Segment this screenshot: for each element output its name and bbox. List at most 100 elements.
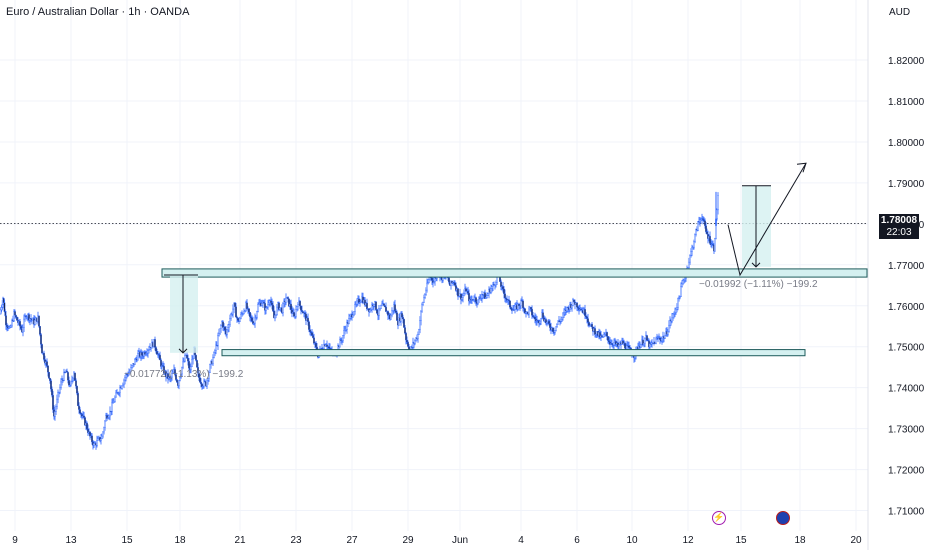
support-zone (221, 349, 806, 357)
candle-body (9, 326, 11, 329)
candle-body (485, 297, 487, 299)
candle-body (181, 366, 183, 375)
candle-body (542, 312, 544, 319)
right-measure-arrowhead (751, 262, 761, 268)
candle-body (681, 283, 683, 287)
candle-body (562, 313, 564, 319)
candle-body (51, 388, 53, 396)
candle-body (63, 371, 65, 381)
candle-body (261, 303, 263, 306)
lightning-icon[interactable]: ⚡ (712, 511, 726, 525)
candle-body (664, 335, 666, 339)
candle-body (218, 333, 220, 336)
x-tick-label: 29 (402, 535, 414, 546)
currency-label[interactable]: AUD (889, 7, 911, 18)
candle-body (19, 321, 21, 327)
candle-body (390, 314, 392, 320)
candle-body (208, 372, 210, 379)
candle-body (540, 318, 542, 322)
candle-body (224, 326, 226, 331)
candle-body (299, 300, 301, 307)
candle-body (487, 293, 489, 296)
candle-body (91, 435, 93, 443)
candle-body (591, 323, 593, 328)
candle-body (563, 312, 565, 315)
candle-body (396, 312, 398, 321)
candle-body (163, 365, 165, 374)
candle-body (359, 301, 361, 304)
candle-body (644, 338, 646, 344)
candle-body (171, 373, 173, 378)
candle-body (215, 344, 217, 351)
candle-body (49, 377, 51, 381)
candle-body (93, 443, 95, 446)
candle-body (588, 322, 590, 326)
candle-body (67, 372, 69, 381)
candle-body (222, 321, 224, 328)
candle-body (75, 380, 77, 387)
candle-body (243, 311, 245, 314)
candle-body (287, 297, 289, 300)
candle-body (704, 220, 706, 226)
candle-body (38, 315, 40, 327)
candle-body (462, 295, 464, 298)
candle-body (282, 303, 284, 314)
candle-body (199, 377, 201, 383)
candle-body (119, 387, 121, 393)
candle-body (556, 323, 558, 327)
candle-body (684, 278, 686, 281)
candle-body (55, 406, 57, 412)
candle-body (250, 316, 252, 319)
candle-body (115, 392, 117, 398)
candle-body (406, 339, 408, 343)
candle-body (528, 308, 530, 315)
candle-body (300, 305, 302, 311)
candle-body (486, 295, 488, 298)
flag-icon[interactable] (776, 511, 790, 525)
x-tick-label: 27 (346, 535, 358, 546)
candle-body (178, 380, 180, 386)
candle-body (379, 308, 381, 310)
candle-body (716, 209, 718, 220)
candle-body (328, 346, 330, 349)
y-tick-label: 1.77000 (888, 261, 925, 272)
candle-body (230, 313, 232, 319)
candle-body (375, 301, 377, 311)
candle-body (417, 334, 419, 339)
x-tick-label: 15 (735, 535, 747, 546)
candle-body (688, 261, 690, 268)
x-tick-label: 18 (174, 535, 186, 546)
y-tick-label: 1.80000 (888, 138, 925, 149)
candle-body (89, 431, 91, 437)
candle-body (249, 312, 251, 318)
x-tick-label: 12 (682, 535, 694, 546)
candle-body (290, 303, 292, 311)
candle-body (601, 335, 603, 338)
candle-body (522, 300, 524, 309)
candle-body (167, 373, 169, 379)
candle-body (714, 238, 716, 252)
candle-body (643, 342, 645, 345)
candle-body (160, 359, 162, 367)
candle-body (113, 400, 115, 403)
candle-body (195, 354, 197, 361)
candle-body (54, 411, 56, 417)
x-tick-label: 23 (290, 535, 302, 546)
candle-body (308, 321, 310, 330)
candle-body (154, 339, 156, 348)
candle-body (423, 297, 425, 303)
candle-body (174, 369, 176, 375)
candle-body (508, 299, 510, 302)
candle-body (510, 307, 512, 310)
candle-body (613, 342, 615, 346)
candle-body (405, 333, 407, 341)
candle-body (520, 300, 522, 306)
candle-body (428, 279, 430, 283)
candle-body (414, 340, 416, 344)
candle-body (490, 288, 492, 293)
candle-body (424, 294, 426, 298)
candle-body (380, 305, 382, 309)
candle-body (141, 352, 143, 356)
candle-body (182, 361, 184, 368)
